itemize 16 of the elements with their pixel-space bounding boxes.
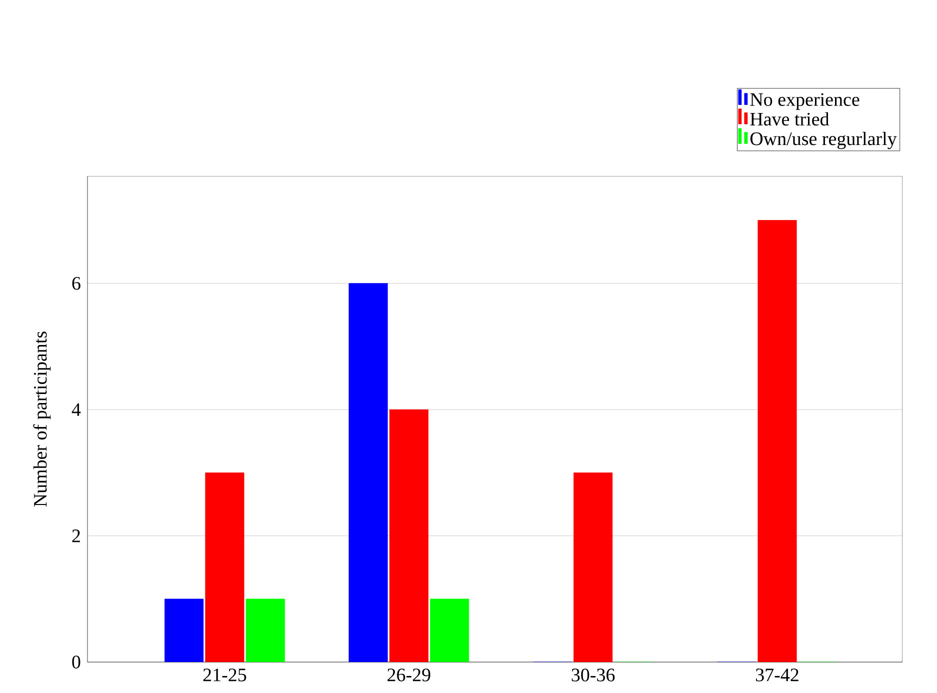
bar (205, 472, 244, 662)
bar (574, 472, 613, 662)
x-tick-label: 21-25 (203, 668, 246, 682)
y-tick-label: 6 (72, 276, 80, 290)
legend-label: Own/use regurlarly (750, 132, 897, 150)
y-tick-label: 2 (72, 530, 80, 542)
x-tick-label: 26-29 (388, 668, 430, 682)
y-axis-title: Number of participants (33, 332, 51, 507)
y-tick-label: 0 (72, 656, 80, 668)
legend-label: No experience (750, 93, 860, 110)
x-tick-label: 37-42 (756, 668, 798, 682)
x-tick-label: 30-36 (572, 668, 615, 682)
bar (389, 409, 428, 662)
legend-label: Have tried (750, 112, 830, 126)
y-tick-label: 4 (72, 403, 81, 416)
bar (758, 220, 797, 662)
